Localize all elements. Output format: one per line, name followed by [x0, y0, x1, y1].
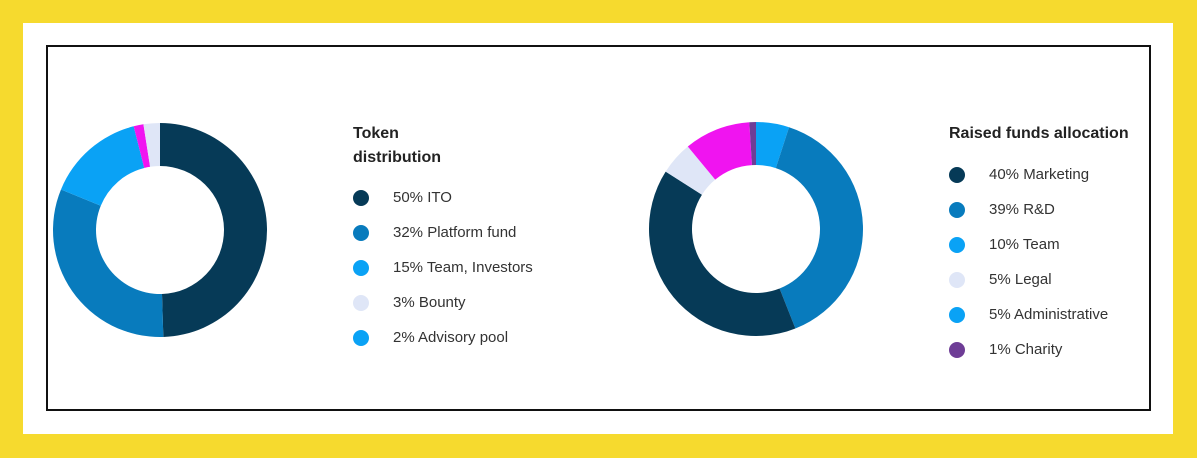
legend-swatch [949, 167, 965, 183]
legend-item: 5% Legal [949, 270, 1129, 305]
donut-slice-0 [756, 122, 790, 169]
legend-item: 3% Bounty [353, 293, 466, 328]
legend-item: 40% Marketing [949, 165, 1129, 200]
legend-item: 39% R&D [949, 200, 1129, 235]
legend-label: 32% Platform fund [393, 224, 517, 241]
raised-funds-legend-list: 40% Marketing 39% R&D 10% Team 5% Legal … [949, 165, 1129, 375]
legend-label: 40% Marketing [989, 166, 1090, 183]
legend-item: 10% Team [949, 235, 1129, 270]
donut-slice-4 [687, 122, 752, 180]
donut-slice-4 [143, 123, 160, 167]
donut-slice-2 [649, 171, 796, 336]
legend-swatch [353, 225, 369, 241]
donut-slice-1 [775, 127, 863, 329]
token-distribution-legend: Token distribution 50% ITO 32% Platform … [353, 122, 533, 363]
legend-item: 15% Team, Investors [353, 258, 533, 293]
legend-label: 5% Administrative [989, 306, 1109, 323]
token-distribution-title-line-2: distribution [353, 149, 441, 166]
legend-label: 3% Bounty [393, 294, 466, 311]
legend-swatch [949, 202, 965, 218]
raised-funds-title: Raised funds allocation [949, 122, 1129, 146]
legend-label: 39% R&D [989, 201, 1055, 218]
raised-funds-title-line-1: Raised funds allocation [949, 125, 1129, 142]
legend-swatch [353, 330, 369, 346]
donut-slice-1 [53, 189, 164, 337]
legend-item: 1% Charity [949, 340, 1129, 375]
donut-slice-0 [160, 123, 267, 337]
raised-funds-donut [649, 122, 863, 336]
legend-item: 50% ITO [353, 188, 452, 223]
legend-swatch [353, 295, 369, 311]
legend-label: 15% Team, Investors [393, 259, 533, 276]
donut-slice-5 [749, 122, 756, 166]
legend-item: 32% Platform fund [353, 223, 516, 258]
token-distribution-donut [53, 123, 267, 337]
legend-swatch [949, 237, 965, 253]
donut-slice-3 [133, 124, 151, 168]
legend-label: 50% ITO [393, 189, 452, 206]
legend-swatch [949, 307, 965, 323]
legend-label: 2% Advisory pool [393, 329, 509, 346]
token-distribution-title-line-1: Token [353, 125, 399, 142]
legend-swatch [949, 342, 965, 358]
legend-swatch [353, 260, 369, 276]
token-distribution-legend-list: 50% ITO 32% Platform fund 15% Team, Inve… [353, 188, 533, 363]
donut-slice-2 [60, 126, 145, 206]
legend-label: 1% Charity [989, 341, 1063, 358]
raised-funds-legend: Raised funds allocation 40% Marketing 39… [949, 122, 1129, 375]
token-distribution-title: Token distribution [353, 122, 441, 170]
legend-label: 5% Legal [989, 271, 1052, 288]
donut-slice-3 [665, 146, 716, 195]
legend-label: 10% Team [989, 236, 1060, 253]
legend-swatch [949, 272, 965, 288]
legend-item: 5% Administrative [949, 305, 1129, 340]
legend-swatch [353, 190, 369, 206]
legend-item: 2% Advisory pool [353, 328, 508, 363]
